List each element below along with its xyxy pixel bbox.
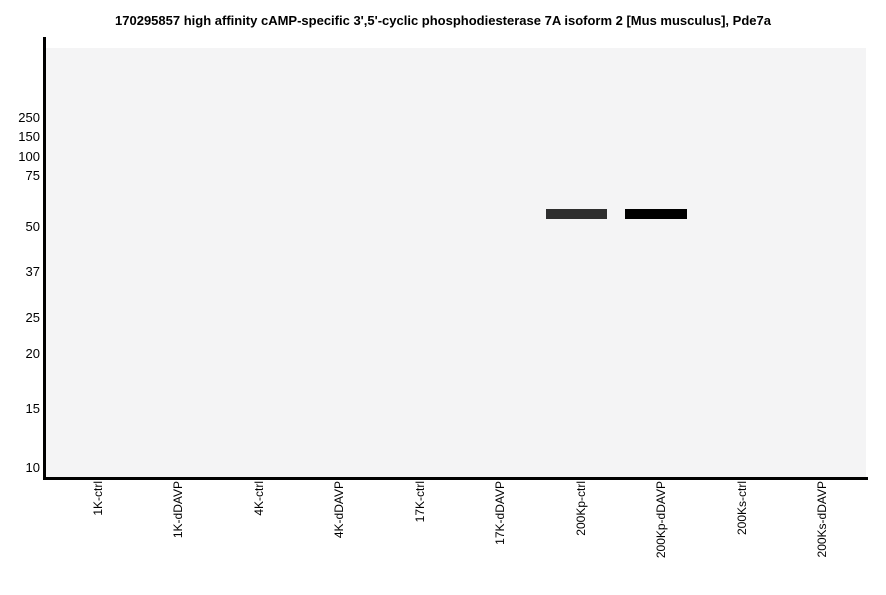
y-tick-label: 15: [25, 401, 40, 416]
y-tick-label: 10: [25, 460, 40, 475]
y-tick-label: 37: [25, 264, 40, 279]
y-tick-label: 50: [25, 219, 40, 234]
lane-label: 17K-ctrl: [413, 481, 427, 523]
y-axis-line: [43, 37, 46, 480]
figure-title: 170295857 high affinity cAMP-specific 3'…: [115, 13, 771, 28]
lane-label: 4K-ctrl: [252, 481, 266, 516]
lane-label: 1K-ctrl: [91, 481, 105, 516]
lane-label: 200Ks-dDAVP: [815, 481, 829, 558]
y-tick-label: 150: [18, 129, 40, 144]
y-tick-label: 25: [25, 310, 40, 325]
x-axis-line: [43, 477, 868, 480]
plot-area: [46, 48, 866, 477]
lane-label: 1K-dDAVP: [171, 481, 185, 539]
y-tick-label: 75: [25, 168, 40, 183]
protein-band: [625, 209, 687, 219]
y-tick-label: 100: [18, 149, 40, 164]
lane-label: 17K-dDAVP: [493, 481, 507, 545]
lane-label: 200Ks-ctrl: [735, 481, 749, 536]
lane-label: 4K-dDAVP: [332, 481, 346, 539]
lane-label: 200Kp-ctrl: [574, 481, 588, 536]
protein-band: [546, 209, 607, 219]
y-tick-label: 250: [18, 110, 40, 125]
lane-label: 200Kp-dDAVP: [654, 481, 668, 559]
y-tick-label: 20: [25, 346, 40, 361]
